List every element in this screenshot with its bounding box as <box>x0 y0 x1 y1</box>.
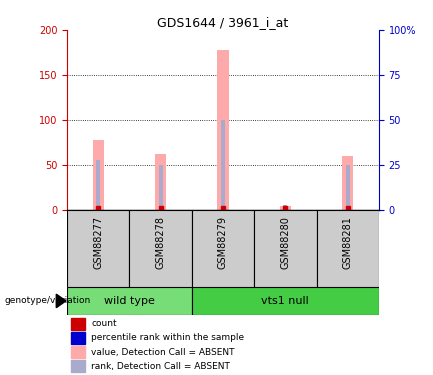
Text: count: count <box>91 320 117 328</box>
Bar <box>155 154 166 210</box>
Text: rank, Detection Call = ABSENT: rank, Detection Call = ABSENT <box>91 362 230 370</box>
Title: GDS1644 / 3961_i_at: GDS1644 / 3961_i_at <box>157 16 289 29</box>
Bar <box>71 318 85 330</box>
Bar <box>221 120 225 210</box>
Bar <box>67 287 192 315</box>
Bar <box>217 50 229 210</box>
Text: vts1 null: vts1 null <box>262 296 309 306</box>
Bar <box>71 346 85 358</box>
Bar <box>159 165 162 210</box>
Bar <box>346 165 349 210</box>
Bar <box>71 332 85 344</box>
Bar <box>129 210 192 287</box>
Bar <box>317 210 379 287</box>
Bar <box>97 160 100 210</box>
Text: GSM88281: GSM88281 <box>343 216 353 269</box>
Bar <box>71 360 85 372</box>
Bar <box>342 156 353 210</box>
Bar <box>93 140 104 210</box>
Bar <box>67 210 129 287</box>
Text: wild type: wild type <box>104 296 155 306</box>
Text: genotype/variation: genotype/variation <box>4 296 90 305</box>
Text: GSM88277: GSM88277 <box>93 216 103 269</box>
Text: GSM88278: GSM88278 <box>155 216 166 269</box>
Text: GSM88279: GSM88279 <box>218 216 228 269</box>
Text: GSM88280: GSM88280 <box>280 216 291 269</box>
Text: value, Detection Call = ABSENT: value, Detection Call = ABSENT <box>91 348 235 357</box>
Text: percentile rank within the sample: percentile rank within the sample <box>91 333 244 342</box>
Bar <box>192 210 254 287</box>
Bar <box>284 205 287 210</box>
Bar <box>254 210 317 287</box>
Bar <box>192 287 379 315</box>
Bar <box>280 206 291 210</box>
